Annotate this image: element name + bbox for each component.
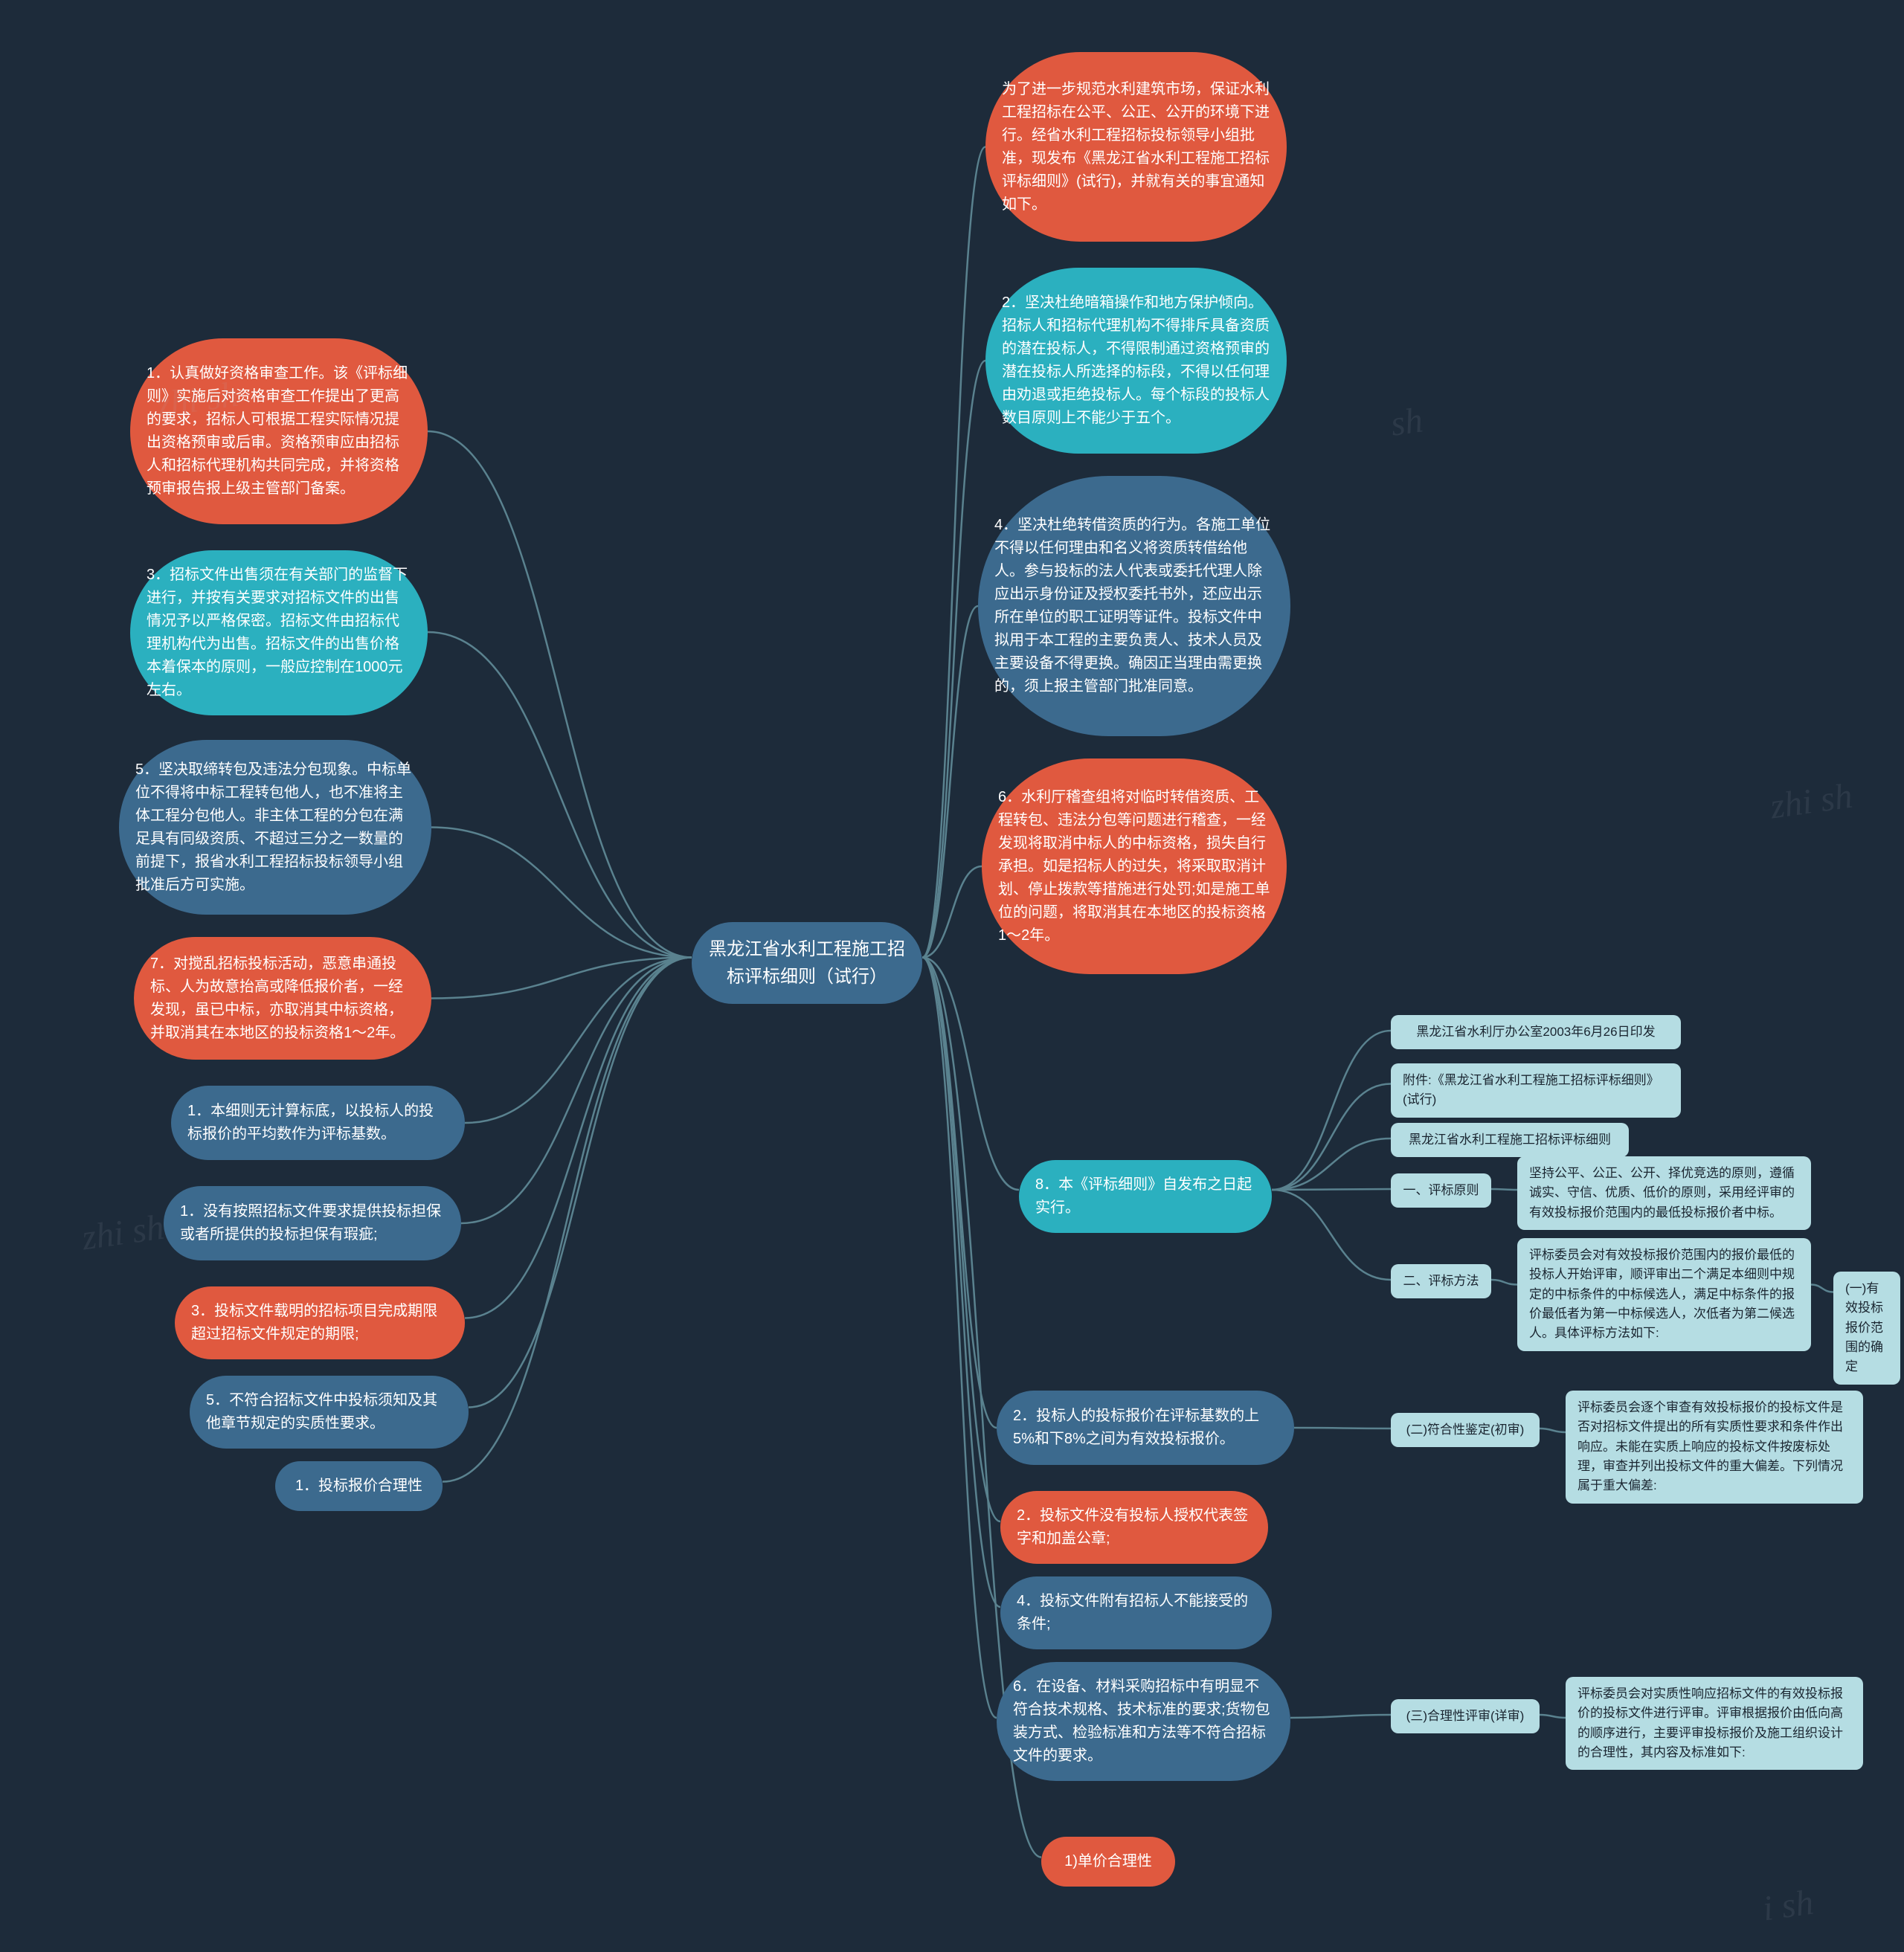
mindmap-node: 6．水利厅稽查组将对临时转借资质、工程转包、违法分包等问题进行稽查，一经发现将取… [982,758,1287,974]
mindmap-node: 2．坚决杜绝暗箱操作和地方保护倾向。招标人和招标代理机构不得排斥具备资质的潜在投… [985,268,1287,454]
node-text: 一、评标原则 [1403,1181,1479,1200]
connector [922,958,997,1428]
mindmap-node: 1)单价合理性 [1041,1837,1175,1887]
mindmap-node: 8．本《评标细则》自发布之日起实行。 [1019,1160,1272,1233]
watermark: i sh [1760,1882,1816,1930]
node-text: 3．投标文件载明的招标项目完成期限超过招标文件规定的期限; [191,1300,448,1346]
connector [922,361,985,958]
mindmap-node: 5．坚决取缔转包及违法分包现象。中标单位不得将中标工程转包他人，也不准将主体工程… [119,740,431,915]
node-text: 5．不符合招标文件中投标须知及其他章节规定的实质性要求。 [206,1389,452,1435]
connector [428,632,692,958]
mindmap-node: 6．在设备、材料采购招标中有明显不符合技术规格、技术标准的要求;货物包装方式、检… [997,1662,1290,1781]
mindmap-node: 评标委员会对有效投标报价范围内的报价最低的投标人开始评审，顺评审出二个满足本细则… [1517,1238,1811,1351]
connector [922,606,978,958]
connector [922,958,1019,1191]
node-text: 2．投标文件没有投标人授权代表签字和加盖公章; [1017,1504,1252,1550]
node-text: 1)单价合理性 [1064,1850,1152,1873]
connector [428,431,692,958]
node-text: 2．投标人的投标报价在评标基数的上5%和下8%之间为有效投标报价。 [1013,1405,1278,1451]
connector [1491,1280,1517,1285]
mindmap-node: 2．投标人的投标报价在评标基数的上5%和下8%之间为有效投标报价。 [997,1391,1294,1465]
connector [443,958,692,1482]
node-text: 6．水利厅稽查组将对临时转借资质、工程转包、违法分包等问题进行稽查，一经发现将取… [998,786,1270,947]
mindmap-node: 1．投标报价合理性 [275,1461,443,1511]
mindmap-node: 3．投标文件载明的招标项目完成期限超过招标文件规定的期限; [175,1286,465,1359]
connector [922,958,1000,1608]
node-text: 评标委员会对实质性响应招标文件的有效投标报价的投标文件进行评审。评审根据报价由低… [1577,1684,1851,1762]
node-text: 7．对搅乱招标投标活动，恶意串通投标、人为故意抬高或降低报价者，一经发现，虽已中… [150,953,415,1045]
connector [465,958,692,1124]
node-text: 3．招标文件出售须在有关部门的监督下进行，并按有关要求对招标文件的出售情况予以严… [147,564,411,702]
node-text: 5．坚决取缔转包及违法分包现象。中标单位不得将中标工程转包他人，也不准将主体工程… [135,758,415,897]
connector [469,958,692,1408]
mindmap-node: 2．投标文件没有投标人授权代表签字和加盖公章; [1000,1491,1268,1564]
node-text: 1．没有按照招标文件要求提供投标担保或者所提供的投标担保有瑕疵; [180,1200,445,1246]
mindmap-node: 黑龙江省水利工程施工招标评标细则 [1391,1123,1629,1157]
node-text: (三)合理性评审(详审) [1406,1707,1525,1726]
node-text: 1．认真做好资格审查工作。该《评标细则》实施后对资格审查工作提出了更高的要求，招… [147,362,411,500]
node-text: 黑龙江省水利工程施工招标评标细则 [1409,1130,1611,1150]
connector [1290,1715,1391,1718]
mindmap-node: 黑龙江省水利工程施工招标评标细则（试行） [692,922,922,1004]
connector [1540,1715,1566,1718]
connector [1272,1084,1391,1191]
node-text: 6．在设备、材料采购招标中有明显不符合技术规格、技术标准的要求;货物包装方式、检… [1013,1675,1274,1768]
connector [922,147,985,958]
mindmap-node: 黑龙江省水利厅办公室2003年6月26日印发 [1391,1015,1681,1049]
connector [431,828,692,958]
connector [1811,1285,1833,1292]
node-text: 为了进一步规范水利建筑市场，保证水利工程招标在公平、公正、公开的环境下进行。经省… [1002,78,1270,216]
node-text: 评标委员会对有效投标报价范围内的报价最低的投标人开始评审，顺评审出二个满足本细则… [1529,1246,1799,1344]
mindmap-node: (三)合理性评审(详审) [1391,1699,1540,1733]
node-text: (二)符合性鉴定(初审) [1406,1420,1525,1440]
node-text: 1．投标报价合理性 [295,1475,422,1498]
mindmap-node: 为了进一步规范水利建筑市场，保证水利工程招标在公平、公正、公开的环境下进行。经省… [985,52,1287,242]
connector [465,958,692,1318]
mindmap-node: 1．本细则无计算标底，以投标人的投标报价的平均数作为评标基数。 [171,1086,465,1160]
mindmap-node: (二)符合性鉴定(初审) [1391,1413,1540,1447]
mindmap-node: (一)有效投标报价范围的确定 [1833,1272,1900,1385]
watermark: sh [1388,399,1425,444]
connector [1491,1189,1517,1190]
mindmap-node: 4．投标文件附有招标人不能接受的条件; [1000,1576,1272,1649]
connector [1540,1428,1566,1432]
connector [1272,1031,1391,1190]
mindmap-node: 评标委员会逐个审查有效投标报价的投标文件是否对招标文件提出的所有实质性要求和条件… [1566,1391,1863,1504]
mindmap-node: 1．认真做好资格审查工作。该《评标细则》实施后对资格审查工作提出了更高的要求，招… [130,338,428,524]
watermark: zhi sh [1768,776,1855,828]
connector [922,866,982,958]
node-text: 评标委员会逐个审查有效投标报价的投标文件是否对招标文件提出的所有实质性要求和条件… [1577,1398,1851,1496]
node-text: 1．本细则无计算标底，以投标人的投标报价的平均数作为评标基数。 [187,1100,448,1146]
watermark: zhi sh [80,1207,167,1259]
node-text: (一)有效投标报价范围的确定 [1845,1279,1888,1377]
connector [461,958,692,1224]
connector [1272,1189,1391,1190]
node-text: 4．坚决杜绝转借资质的行为。各施工单位不得以任何理由和名义将资质转借给他人。参与… [994,514,1274,698]
connector [1272,1190,1391,1280]
node-text: 4．投标文件附有招标人不能接受的条件; [1017,1590,1255,1636]
connector [922,958,1000,1522]
mindmap-node: 4．坚决杜绝转借资质的行为。各施工单位不得以任何理由和名义将资质转借给他人。参与… [978,476,1290,736]
mindmap-node: 1．没有按照招标文件要求提供投标担保或者所提供的投标担保有瑕疵; [164,1186,461,1260]
mindmap-node: 一、评标原则 [1391,1173,1491,1208]
mindmap-node: 7．对搅乱招标投标活动，恶意串通投标、人为故意抬高或降低报价者，一经发现，虽已中… [134,937,431,1060]
node-text: 附件:《黑龙江省水利工程施工招标评标细则》(试行) [1403,1071,1669,1110]
node-text: 黑龙江省水利厅办公室2003年6月26日印发 [1416,1022,1655,1042]
node-text: 坚持公平、公正、公开、择优竞选的原则，遵循诚实、守信、优质、低价的原则，采用经评… [1529,1164,1799,1223]
mindmap-node: 5．不符合招标文件中投标须知及其他章节规定的实质性要求。 [190,1376,469,1449]
node-text: 黑龙江省水利工程施工招标评标细则（试行） [708,935,906,991]
mindmap-node: 评标委员会对实质性响应招标文件的有效投标报价的投标文件进行评审。评审根据报价由低… [1566,1677,1863,1770]
connector [1272,1138,1391,1190]
mindmap-node: 附件:《黑龙江省水利工程施工招标评标细则》(试行) [1391,1063,1681,1118]
mindmap-node: 坚持公平、公正、公开、择优竞选的原则，遵循诚实、守信、优质、低价的原则，采用经评… [1517,1156,1811,1230]
node-text: 8．本《评标细则》自发布之日起实行。 [1035,1173,1255,1220]
connector [922,958,997,1719]
connector [431,958,692,999]
node-text: 2．坚决杜绝暗箱操作和地方保护倾向。招标人和招标代理机构不得排斥具备资质的潜在投… [1002,291,1270,430]
mindmap-node: 3．招标文件出售须在有关部门的监督下进行，并按有关要求对招标文件的出售情况予以严… [130,550,428,715]
node-text: 二、评标方法 [1403,1272,1479,1291]
mindmap-node: 二、评标方法 [1391,1264,1491,1298]
